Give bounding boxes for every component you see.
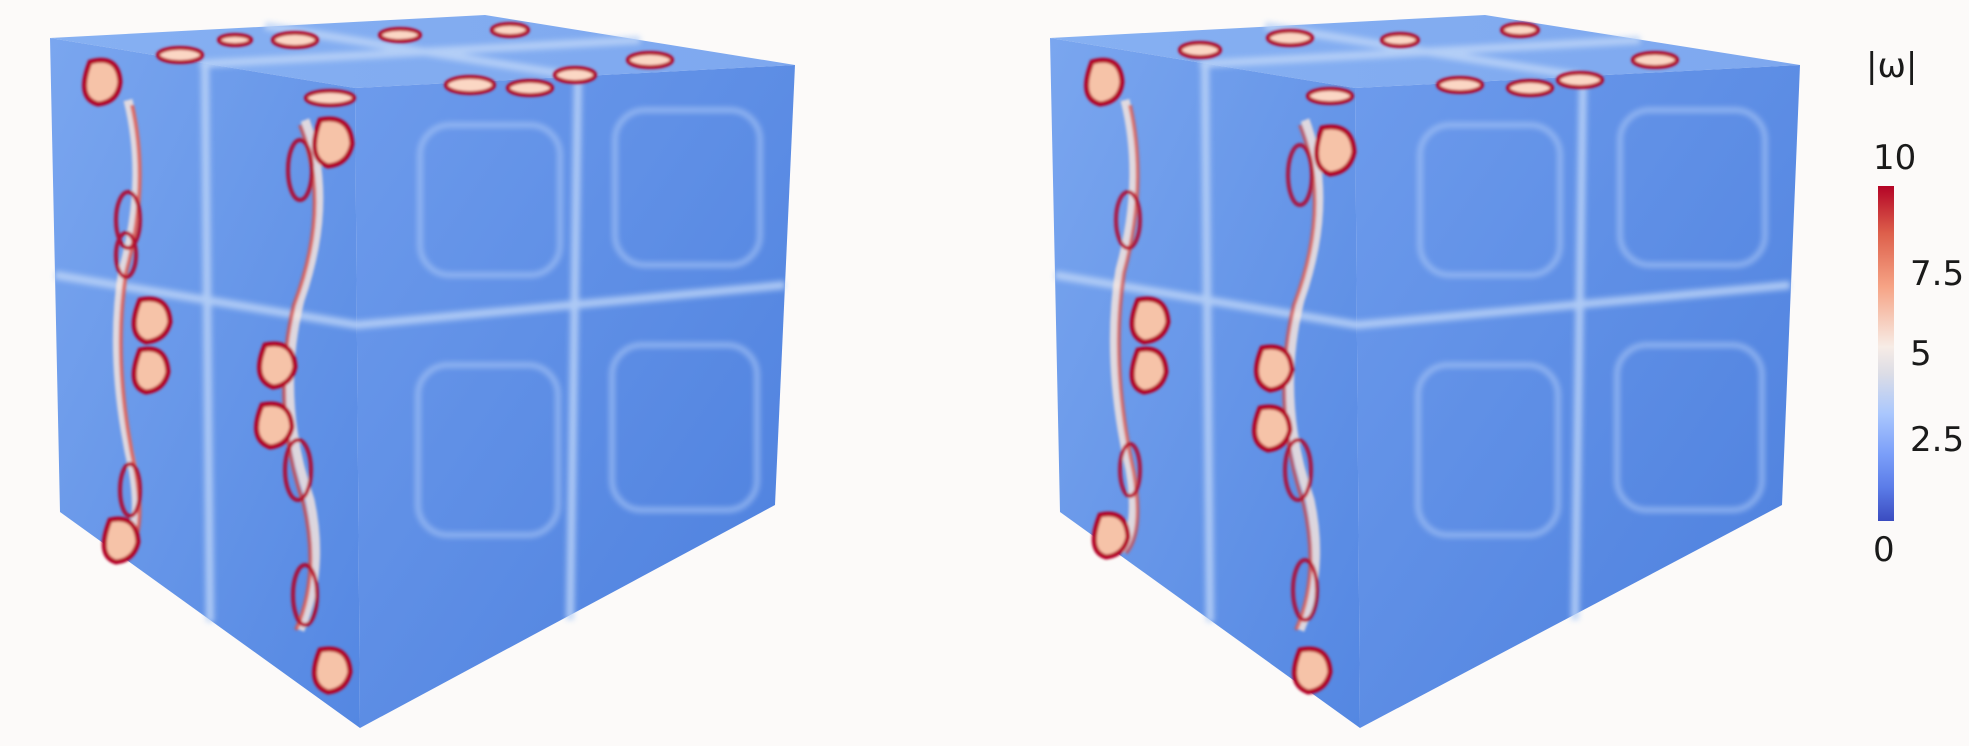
colorbar-tick-0: 0 xyxy=(1873,530,1895,570)
right-cube-cell-seams xyxy=(1054,22,1791,623)
colorbar-tick-5: 5 xyxy=(1910,334,1932,374)
left-cube-cell-seams xyxy=(54,22,786,623)
right-cube xyxy=(1050,15,1800,728)
colorbar-tick-10: 10 xyxy=(1873,138,1917,178)
colorbar-title: |ω| xyxy=(1866,46,1918,86)
left-cube-vortex-structures xyxy=(82,22,674,695)
colorbar xyxy=(1878,186,1894,521)
colorbar-tick-7-5: 7.5 xyxy=(1910,254,1965,294)
colorbar-tick-2-5: 2.5 xyxy=(1910,420,1965,460)
left-cube xyxy=(50,15,795,728)
right-cube-vortex-structures xyxy=(1084,22,1679,695)
